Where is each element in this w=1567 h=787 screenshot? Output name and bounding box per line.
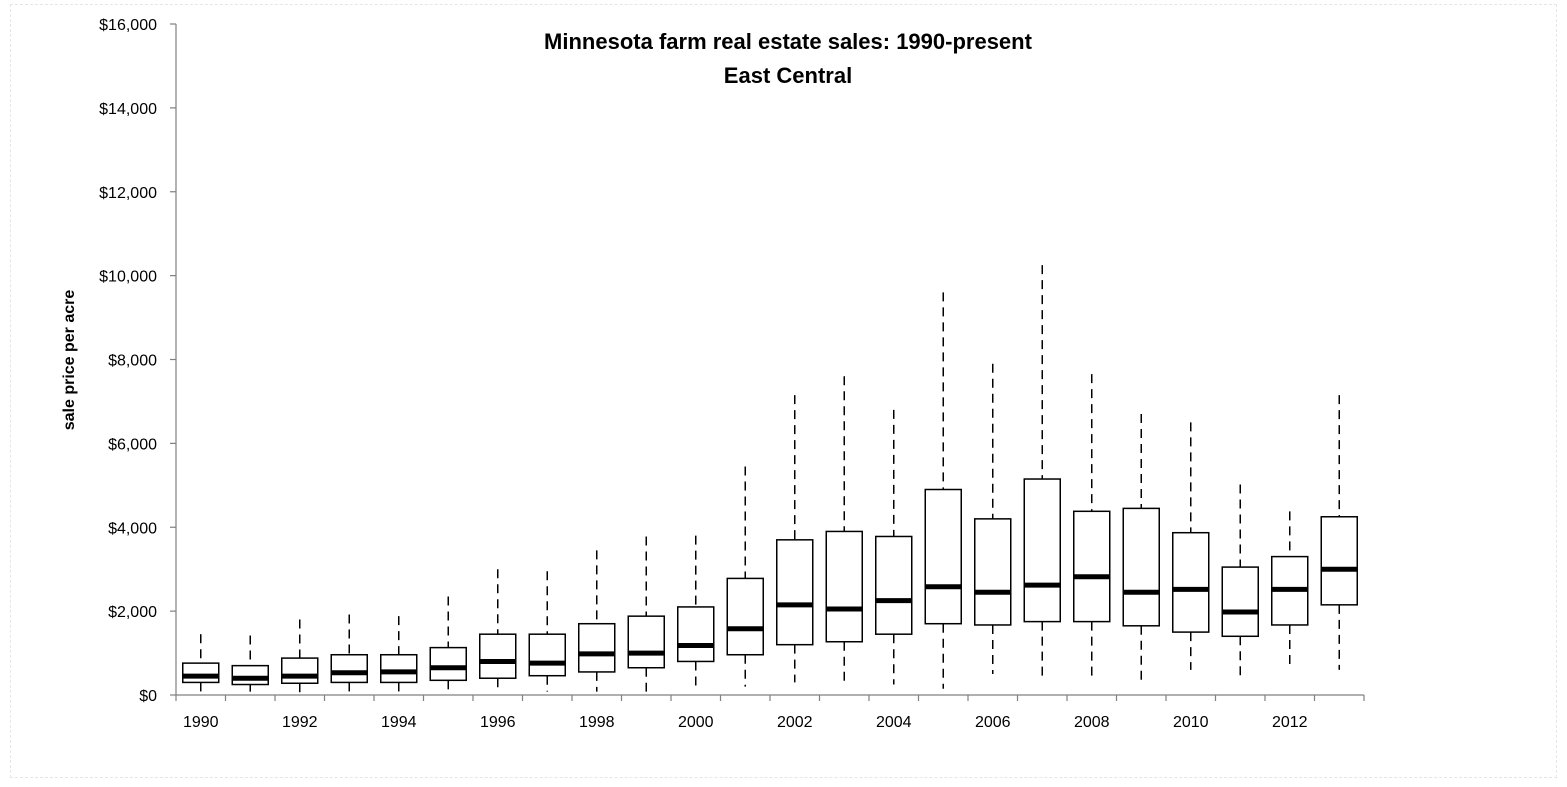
box-iqr (825, 530, 863, 643)
box-iqr (726, 577, 764, 656)
box-iqr (528, 633, 566, 677)
x-tick-label: 2008 (1074, 714, 1110, 731)
box-2002 (776, 395, 814, 683)
chart-title: Minnesota farm real estate sales: 1990-p… (544, 29, 1033, 54)
box-iqr (380, 653, 418, 684)
box-iqr (924, 488, 962, 625)
box-1998 (578, 550, 616, 692)
box-iqr (578, 622, 616, 673)
box-iqr (974, 518, 1012, 626)
chart-subtitle: East Central (724, 63, 852, 88)
box-2006 (974, 363, 1012, 675)
box-2000 (677, 535, 715, 687)
box-2003 (825, 376, 863, 687)
x-tick-label: 2006 (975, 714, 1011, 731)
x-tick-label: 2010 (1173, 714, 1209, 731)
x-tick-label: 2002 (777, 714, 813, 731)
x-tick-label: 2000 (678, 714, 714, 731)
box-2008 (1073, 374, 1111, 677)
x-tick-label: 1994 (381, 714, 417, 731)
box-1992 (281, 619, 319, 693)
x-tick-label: 1996 (480, 714, 516, 731)
box-2011 (1221, 484, 1259, 679)
box-1999 (627, 536, 665, 692)
box-iqr (182, 662, 220, 684)
box-iqr (1023, 478, 1061, 623)
box-iqr (1073, 510, 1111, 623)
box-2010 (1172, 422, 1210, 670)
x-tick-label: 1992 (282, 714, 318, 731)
box-iqr (231, 664, 269, 686)
box-iqr (1221, 566, 1259, 638)
y-tick-label: $8,000 (108, 353, 157, 370)
box-1993 (330, 614, 368, 693)
box-2005 (924, 292, 962, 689)
y-tick-label: $12,000 (99, 185, 157, 202)
y-axis-label: sale price per acre (61, 290, 78, 431)
boxes-group (182, 265, 1358, 693)
box-iqr (875, 535, 913, 635)
box-2009 (1122, 414, 1160, 683)
box-iqr (429, 646, 467, 682)
box-iqr (330, 653, 368, 684)
x-tick-label: 2004 (876, 714, 912, 731)
y-tick-label: $2,000 (108, 604, 157, 621)
box-2012 (1271, 511, 1309, 666)
box-1990 (182, 634, 220, 692)
box-iqr (281, 657, 319, 685)
y-tick-label: $16,000 (99, 17, 157, 34)
x-tick-label: 1998 (579, 714, 615, 731)
box-1995 (429, 596, 467, 693)
box-1994 (380, 616, 418, 693)
box-iqr (627, 615, 665, 669)
y-tick-label: $14,000 (99, 101, 157, 118)
box-iqr (776, 539, 814, 646)
box-1996 (479, 569, 517, 692)
y-tick-label: $6,000 (108, 436, 157, 453)
box-1997 (528, 571, 566, 692)
y-tick-label: $10,000 (99, 269, 157, 286)
y-tick-label: $0 (139, 688, 157, 705)
box-2013 (1320, 395, 1358, 670)
x-tick-label: 2012 (1272, 714, 1308, 731)
box-iqr (1122, 507, 1160, 627)
box-iqr (1172, 531, 1210, 633)
box-iqr (1320, 516, 1358, 606)
y-tick-label: $4,000 (108, 520, 157, 537)
box-2004 (875, 409, 913, 685)
box-iqr (479, 633, 517, 679)
axes: $0 $2,000 $4,000 $6,000 $8,000 $10,000 $12,000… (99, 17, 1365, 731)
box-1991 (231, 635, 269, 692)
box-iqr (677, 606, 715, 663)
box-2007 (1023, 265, 1061, 679)
x-tick-label: 1990 (183, 714, 219, 731)
box-2001 (726, 466, 764, 687)
